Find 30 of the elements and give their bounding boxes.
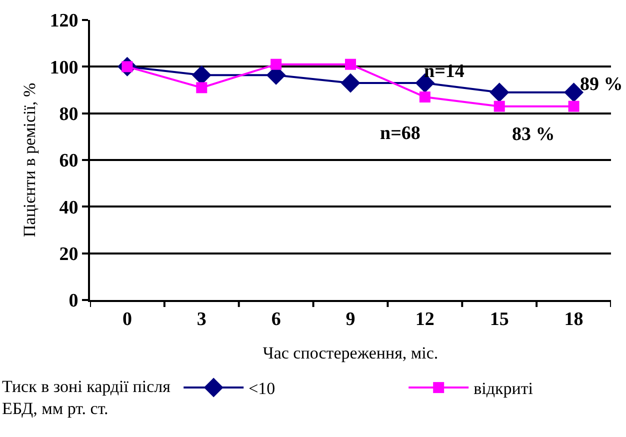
x-tick-label: 15 bbox=[490, 308, 509, 330]
y-tick-label: 80 bbox=[59, 104, 78, 125]
x-axis-title: Час спостереження, міс. bbox=[262, 344, 438, 363]
point bbox=[345, 58, 356, 70]
x-tick-label: 6 bbox=[271, 308, 281, 330]
x-tick-label: 3 bbox=[196, 308, 206, 330]
annotation: n=68 bbox=[380, 123, 420, 144]
y-tick-label: 20 bbox=[59, 244, 78, 265]
point bbox=[494, 100, 505, 112]
x-tick-label: 18 bbox=[564, 308, 584, 330]
y-tick-label: 100 bbox=[50, 57, 78, 78]
legend-label: <10 bbox=[248, 379, 276, 398]
annotation: 83 % bbox=[512, 124, 555, 145]
y-tick-label: 40 bbox=[59, 197, 78, 218]
legend-title: Тиск в зоні кардії після ЕБД, мм рт. ст. bbox=[2, 377, 171, 418]
point bbox=[270, 58, 282, 70]
point bbox=[419, 92, 430, 102]
y-tick-label: 120 bbox=[50, 10, 78, 32]
y-tick-label: 60 bbox=[59, 150, 78, 172]
y-axis-title: Пацієнти в ремісії, % bbox=[20, 82, 39, 238]
y-tick-label: 0 bbox=[68, 290, 78, 312]
point bbox=[490, 82, 510, 102]
legend-label: відкриті bbox=[474, 379, 534, 398]
x-tick-label: 12 bbox=[415, 308, 434, 330]
annotation: 89 % bbox=[580, 74, 623, 95]
x-tick-label: 0 bbox=[122, 308, 132, 330]
point bbox=[340, 73, 360, 93]
x-tick-label: 9 bbox=[346, 308, 356, 330]
point bbox=[568, 100, 580, 112]
point bbox=[196, 82, 208, 94]
